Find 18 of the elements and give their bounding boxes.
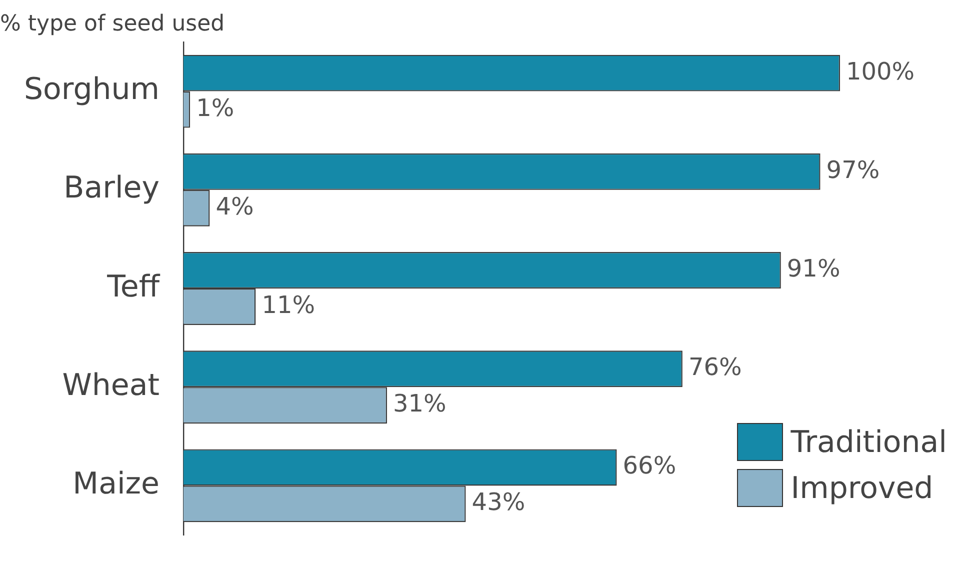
- data-label: 43%: [472, 488, 526, 516]
- data-label: 11%: [262, 290, 316, 319]
- data-label: 1%: [196, 94, 234, 122]
- data-label: 97%: [826, 156, 880, 184]
- y-tick-label: Teff: [106, 269, 161, 304]
- chart-title: % type of seed used: [0, 12, 225, 37]
- legend-label: Traditional: [790, 424, 947, 460]
- y-tick-label: Wheat: [62, 368, 160, 403]
- y-tick-label: Barley: [64, 170, 160, 206]
- data-label: 76%: [688, 353, 742, 382]
- y-tick-label: Sorghum: [24, 72, 160, 108]
- data-label: 91%: [786, 254, 840, 282]
- data-label: 66%: [622, 452, 676, 480]
- data-label: 31%: [393, 390, 446, 418]
- data-label: 4%: [216, 192, 254, 220]
- legend-label: Improved: [790, 470, 934, 506]
- y-tick-label: Maize: [72, 466, 160, 502]
- data-label: 100%: [846, 57, 915, 86]
